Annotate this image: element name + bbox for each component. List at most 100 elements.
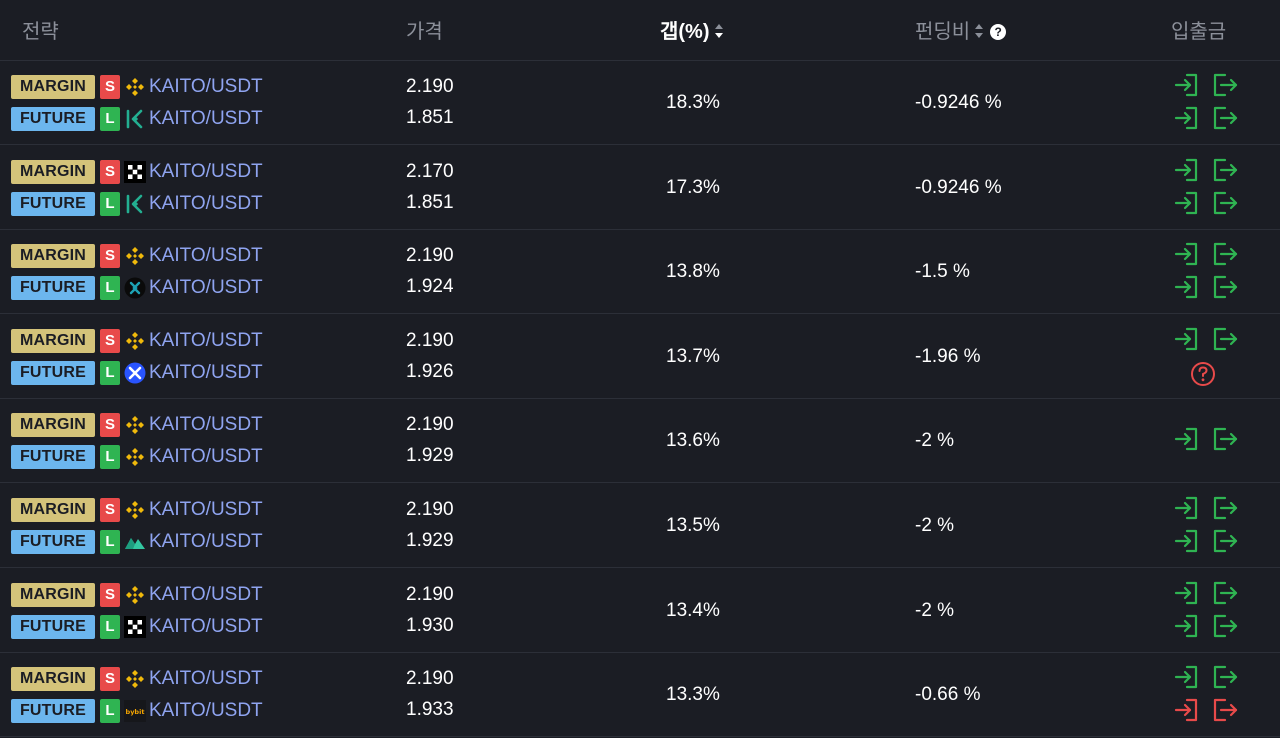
deposit-icon[interactable] xyxy=(1173,612,1201,640)
deposit-icon[interactable] xyxy=(1173,579,1201,607)
withdraw-icon[interactable] xyxy=(1211,325,1239,353)
pair-link[interactable]: KAITO/USDT xyxy=(149,245,263,267)
gap-value: 13.4% xyxy=(666,599,720,621)
price-short: 2.190 xyxy=(406,245,454,267)
future-badge: FUTURE xyxy=(11,191,95,216)
pair-link[interactable]: KAITO/USDT xyxy=(149,499,263,520)
sort-icon xyxy=(714,24,723,38)
table-row[interactable]: MARGIN S KAITO/USDT FUTURE L KAITO/USDT 2.190 1… xyxy=(0,61,1280,145)
header-transfer: 입출금 xyxy=(1171,21,1227,43)
help-icon[interactable]: ? xyxy=(990,24,1007,40)
deposit-icon[interactable] xyxy=(1173,527,1201,555)
withdraw-icon[interactable] xyxy=(1211,696,1239,724)
svg-text:bybit: bybit xyxy=(126,708,145,716)
pair-link[interactable]: KAITO/USDT xyxy=(149,277,263,299)
header-price: 가격 xyxy=(406,21,443,43)
short-badge: S xyxy=(100,75,120,99)
deposit-icon[interactable] xyxy=(1173,663,1201,691)
table-row[interactable]: MARGIN S KAITO/USDT FUTURE L KAITO/USDT 2.190 1… xyxy=(0,230,1280,315)
pair-link[interactable]: KAITO/USDT xyxy=(149,414,263,436)
deposit-icon[interactable] xyxy=(1173,71,1201,99)
header-funding-sort[interactable]: 펀딩비? xyxy=(915,20,1007,44)
price-long: 1.851 xyxy=(406,191,454,213)
withdraw-icon[interactable] xyxy=(1211,240,1239,268)
future-badge: FUTURE xyxy=(11,276,95,301)
withdraw-icon[interactable] xyxy=(1211,425,1239,453)
binance-icon xyxy=(124,584,146,606)
question-circle-icon[interactable] xyxy=(1190,361,1216,387)
deposit-icon[interactable] xyxy=(1173,156,1201,184)
withdraw-icon[interactable] xyxy=(1211,527,1239,555)
table-row[interactable]: MARGIN S KAITO/USDT FUTURE L KAITO/USDT 2.190 1… xyxy=(0,569,1280,653)
pair-link[interactable]: KAITO/USDT xyxy=(149,160,263,182)
long-badge: L xyxy=(100,530,120,554)
withdraw-icon[interactable] xyxy=(1211,663,1239,691)
strategy-leg-top: MARGIN S KAITO/USDT xyxy=(11,328,263,353)
transfer-actions-bottom xyxy=(1173,104,1239,132)
funding-rate: -0.9246 % xyxy=(915,92,1002,113)
transfer-actions xyxy=(1173,425,1239,453)
long-badge: L xyxy=(100,107,120,131)
bybit-icon: bybit xyxy=(124,700,146,723)
pair-link[interactable]: KAITO/USDT xyxy=(149,531,263,552)
binance-icon xyxy=(124,446,146,468)
pair-link[interactable]: KAITO/USDT xyxy=(149,76,263,97)
short-badge: S xyxy=(100,582,120,607)
withdraw-icon[interactable] xyxy=(1211,71,1239,99)
pair-link[interactable]: KAITO/USDT xyxy=(149,668,263,690)
table-row[interactable]: MARGIN S KAITO/USDT FUTURE L KAITO/USDT 2.190 1… xyxy=(0,315,1280,399)
pair-link[interactable]: KAITO/USDT xyxy=(149,583,263,605)
funding-rate: -1.96 % xyxy=(915,345,981,367)
price-long: 1.924 xyxy=(406,276,454,298)
margin-badge: MARGIN xyxy=(11,582,95,607)
price-short: 2.190 xyxy=(406,76,454,97)
gap-value: 13.7% xyxy=(666,345,720,367)
withdraw-icon[interactable] xyxy=(1211,579,1239,607)
deposit-icon[interactable] xyxy=(1173,325,1201,353)
table-row[interactable]: MARGIN S KAITO/USDT FUTURE L KAITO/USDT 2.190 1… xyxy=(0,399,1280,484)
withdraw-icon[interactable] xyxy=(1211,612,1239,640)
gap-value: 13.5% xyxy=(666,515,720,536)
deposit-icon[interactable] xyxy=(1173,240,1201,268)
table-row[interactable]: MARGIN S KAITO/USDT FUTURE L KAITO/USDT 2.190 1… xyxy=(0,484,1280,568)
pair-link[interactable]: KAITO/USDT xyxy=(149,361,263,383)
deposit-icon[interactable] xyxy=(1173,189,1201,217)
transfer-actions-top xyxy=(1173,663,1239,691)
transfer-actions-top xyxy=(1173,71,1239,99)
transfer-actions-top xyxy=(1173,156,1239,184)
header-gap-label: 갭(%) xyxy=(660,21,710,43)
price-long: 1.930 xyxy=(406,614,454,636)
pair-link[interactable]: KAITO/USDT xyxy=(149,329,263,351)
withdraw-icon[interactable] xyxy=(1211,104,1239,132)
price-long: 1.929 xyxy=(406,530,454,551)
withdraw-icon[interactable] xyxy=(1211,494,1239,522)
pair-link[interactable]: KAITO/USDT xyxy=(149,108,263,129)
header-gap-sort[interactable]: 갭(%) xyxy=(660,20,724,44)
deposit-icon[interactable] xyxy=(1173,494,1201,522)
deposit-icon[interactable] xyxy=(1173,425,1201,453)
deposit-icon[interactable] xyxy=(1173,696,1201,724)
withdraw-icon[interactable] xyxy=(1211,273,1239,301)
transfer-actions-bottom xyxy=(1173,527,1239,555)
pair-link[interactable]: KAITO/USDT xyxy=(149,700,263,722)
funding-rate: -1.5 % xyxy=(915,261,970,283)
price-long: 1.851 xyxy=(406,107,454,128)
transfer-actions-top xyxy=(1173,494,1239,522)
deposit-icon[interactable] xyxy=(1173,273,1201,301)
pair-link[interactable]: KAITO/USDT xyxy=(149,446,263,468)
withdraw-icon[interactable] xyxy=(1211,189,1239,217)
table-row[interactable]: MARGIN S KAITO/USDT FUTURE L KAITO/USDT 2.170 1… xyxy=(0,146,1280,230)
strategy-leg-top: MARGIN S KAITO/USDT xyxy=(11,582,263,607)
deposit-icon[interactable] xyxy=(1173,104,1201,132)
long-badge: L xyxy=(100,699,120,724)
strategy-leg-top: MARGIN S KAITO/USDT xyxy=(11,244,263,269)
pair-link[interactable]: KAITO/USDT xyxy=(149,192,263,214)
okx-icon xyxy=(124,615,146,638)
price-long: 1.933 xyxy=(406,699,454,721)
pair-link[interactable]: KAITO/USDT xyxy=(149,615,263,637)
table-header: 전략 가격 갭(%) 펀딩비? 입출금 xyxy=(0,0,1280,61)
withdraw-icon[interactable] xyxy=(1211,156,1239,184)
